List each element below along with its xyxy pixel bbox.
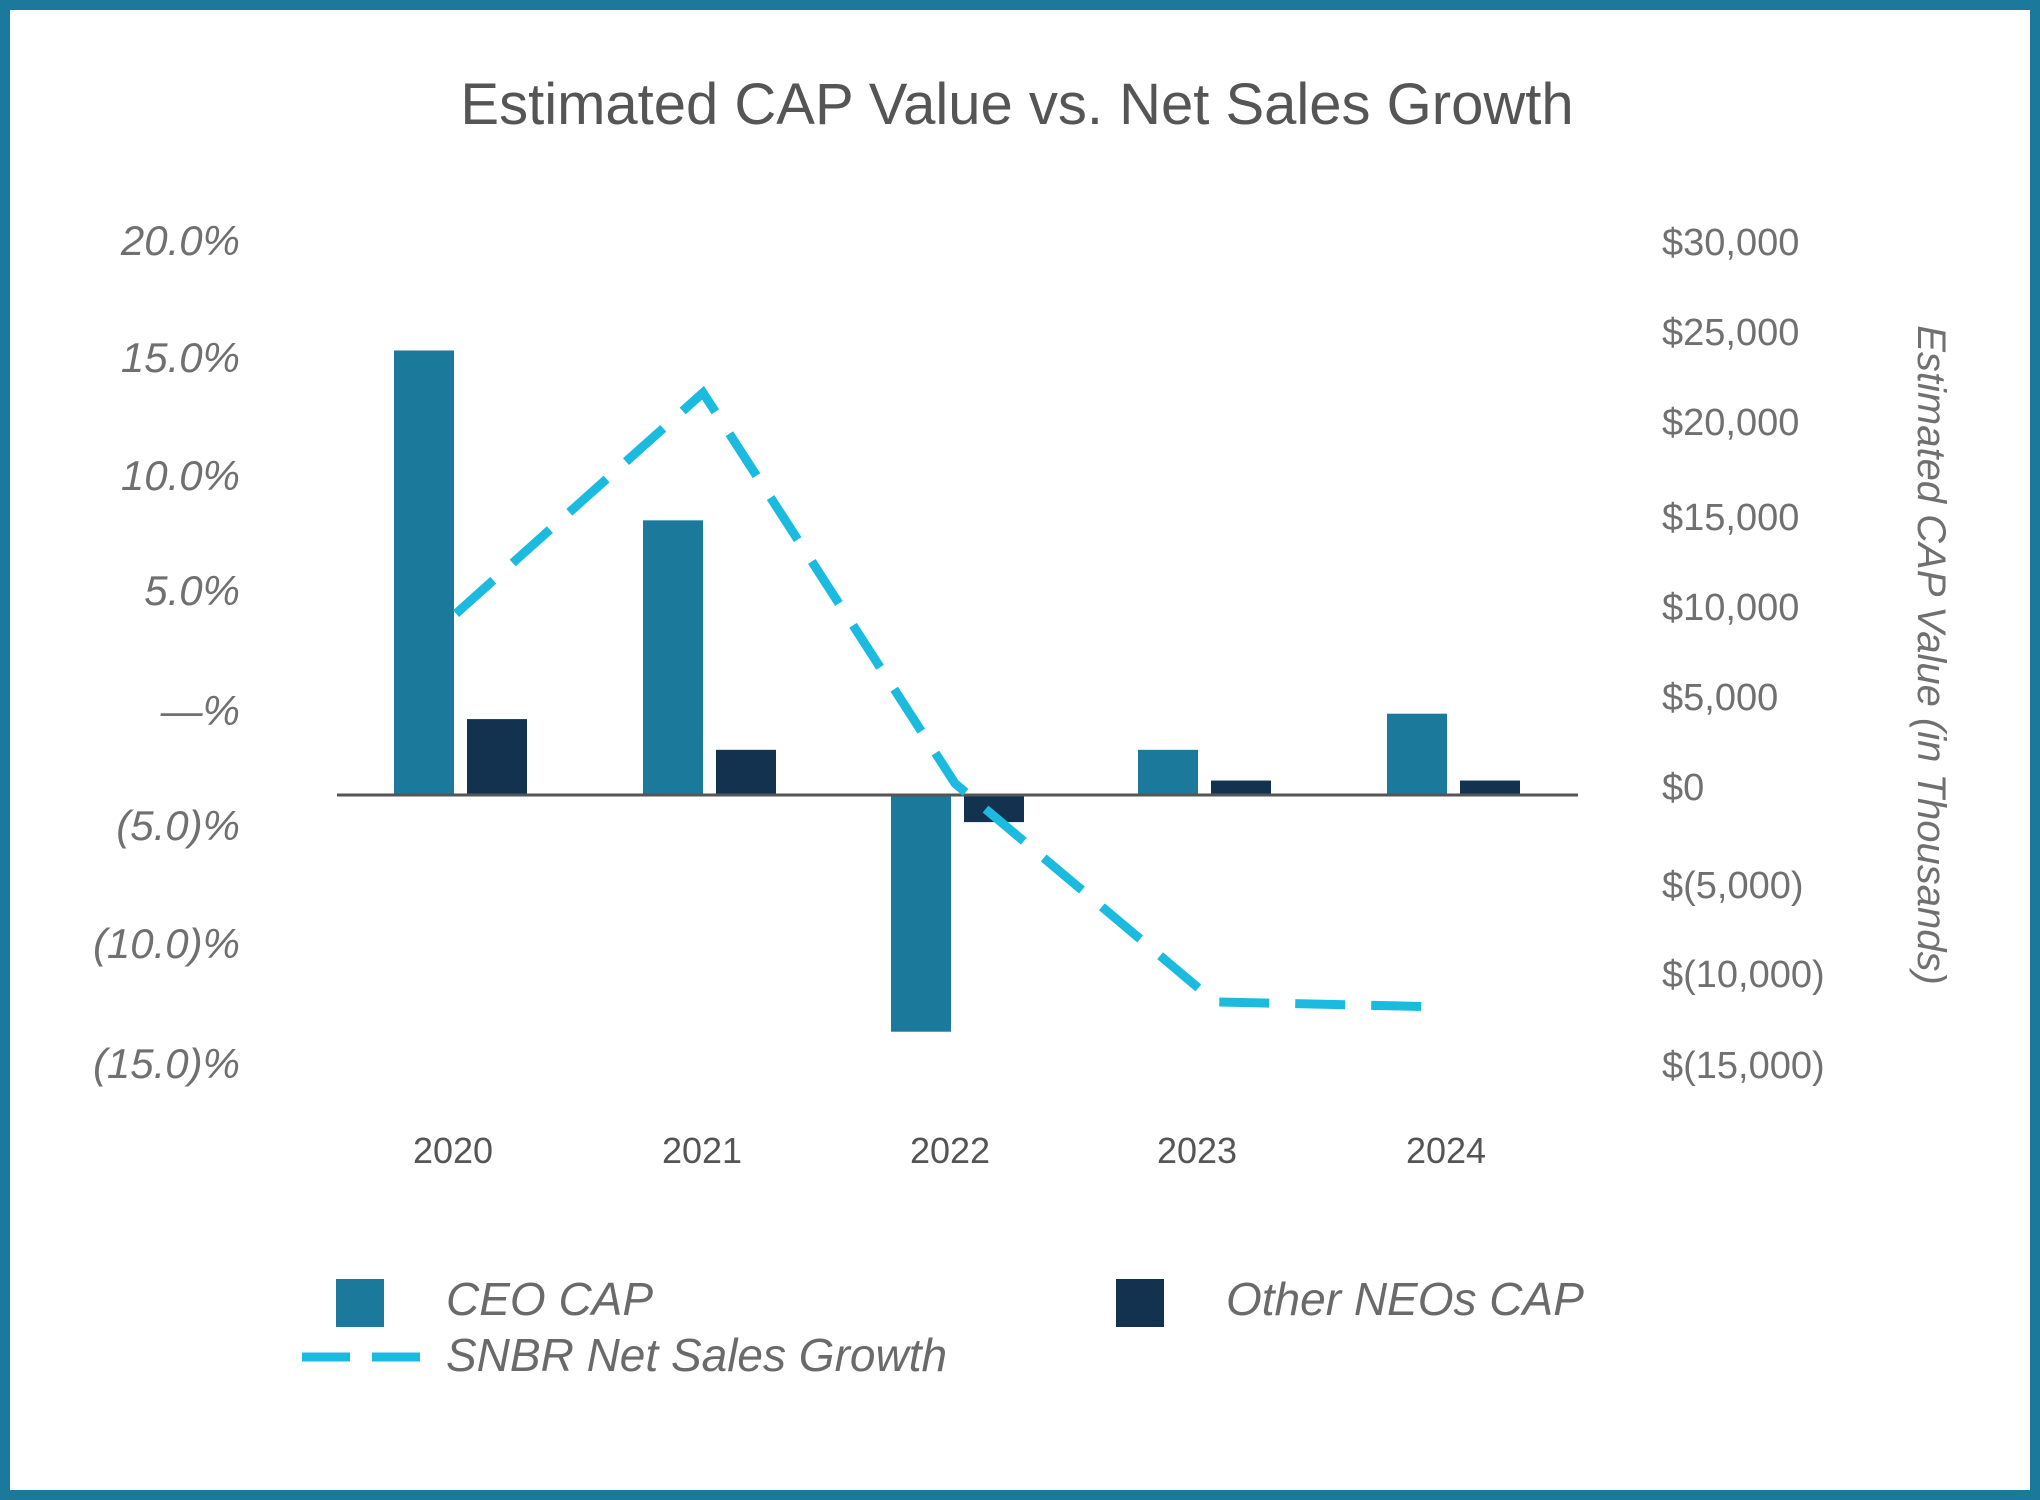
legend-label-snbr-net-sales-growth: SNBR Net Sales Growth xyxy=(446,1329,947,1381)
right-tick-label: $(10,000) xyxy=(1662,954,1825,996)
bar-ceo-cap-2020 xyxy=(394,350,454,795)
right-tick-label: $0 xyxy=(1662,767,1704,809)
left-tick-label: —% xyxy=(160,687,240,734)
legend-swatch-ceo-cap xyxy=(336,1279,384,1327)
x-tick-label: 2022 xyxy=(910,1130,990,1171)
right-tick-label: $(5,000) xyxy=(1662,865,1804,907)
left-tick-label: (15.0)% xyxy=(93,1040,240,1087)
left-tick-label: 5.0% xyxy=(144,567,240,614)
bar-other-neos-cap-2020 xyxy=(467,719,527,795)
chart-title: Estimated CAP Value vs. Net Sales Growth xyxy=(460,72,1573,137)
x-tick-label: 2023 xyxy=(1157,1130,1237,1171)
left-tick-label: 15.0% xyxy=(121,334,240,381)
x-tick-label: 2021 xyxy=(662,1130,742,1171)
bar-other-neos-cap-2021 xyxy=(716,749,776,795)
left-tick-label: (5.0)% xyxy=(116,802,240,849)
right-tick-label: $25,000 xyxy=(1662,312,1799,354)
legend-label-ceo-cap: CEO CAP xyxy=(446,1273,653,1325)
left-tick-label: 20.0% xyxy=(120,217,240,264)
right-tick-label: $15,000 xyxy=(1662,497,1799,539)
left-tick-label: 10.0% xyxy=(121,452,240,499)
left-axis-ticks: 20.0% 15.0% 10.0% 5.0% —% (5.0)% (10.0)% (15.0)… xyxy=(93,217,240,1087)
right-tick-label: $10,000 xyxy=(1662,587,1799,629)
bar-ceo-cap-2023 xyxy=(1138,749,1198,795)
right-tick-label: $5,000 xyxy=(1662,677,1778,719)
right-axis-ticks: $30,000 $25,000 $20,000 $15,000 $10,000 $5,00… xyxy=(1662,222,1825,1087)
legend: CEO CAP Other NEOs CAP SNBR Net Sales Gr… xyxy=(302,1273,1584,1381)
bar-ceo-cap-2021 xyxy=(643,520,703,795)
left-tick-label: (10.0)% xyxy=(93,920,240,967)
legend-swatch-other-neos-cap xyxy=(1116,1279,1164,1327)
legend-label-other-neos-cap: Other NEOs CAP xyxy=(1226,1273,1584,1325)
bar-ceo-cap-2024 xyxy=(1387,713,1447,795)
right-tick-label: $20,000 xyxy=(1662,402,1799,444)
bar-ceo-cap-2022 xyxy=(891,795,951,1032)
series-line-snbr-net-sales-growth xyxy=(453,385,1429,1012)
right-tick-label: $30,000 xyxy=(1662,222,1799,264)
bar-other-neos-cap-2023 xyxy=(1211,780,1271,795)
x-axis-ticks: 2020 2021 2022 2023 2024 xyxy=(413,1130,1486,1171)
x-tick-label: 2020 xyxy=(413,1130,493,1171)
x-tick-label: 2024 xyxy=(1406,1130,1486,1171)
bar-group xyxy=(394,350,1520,1032)
right-tick-label: $(15,000) xyxy=(1662,1045,1825,1087)
bar-other-neos-cap-2024 xyxy=(1460,780,1520,795)
right-axis-label: Estimated CAP Value (in Thousands) xyxy=(1909,325,1953,985)
